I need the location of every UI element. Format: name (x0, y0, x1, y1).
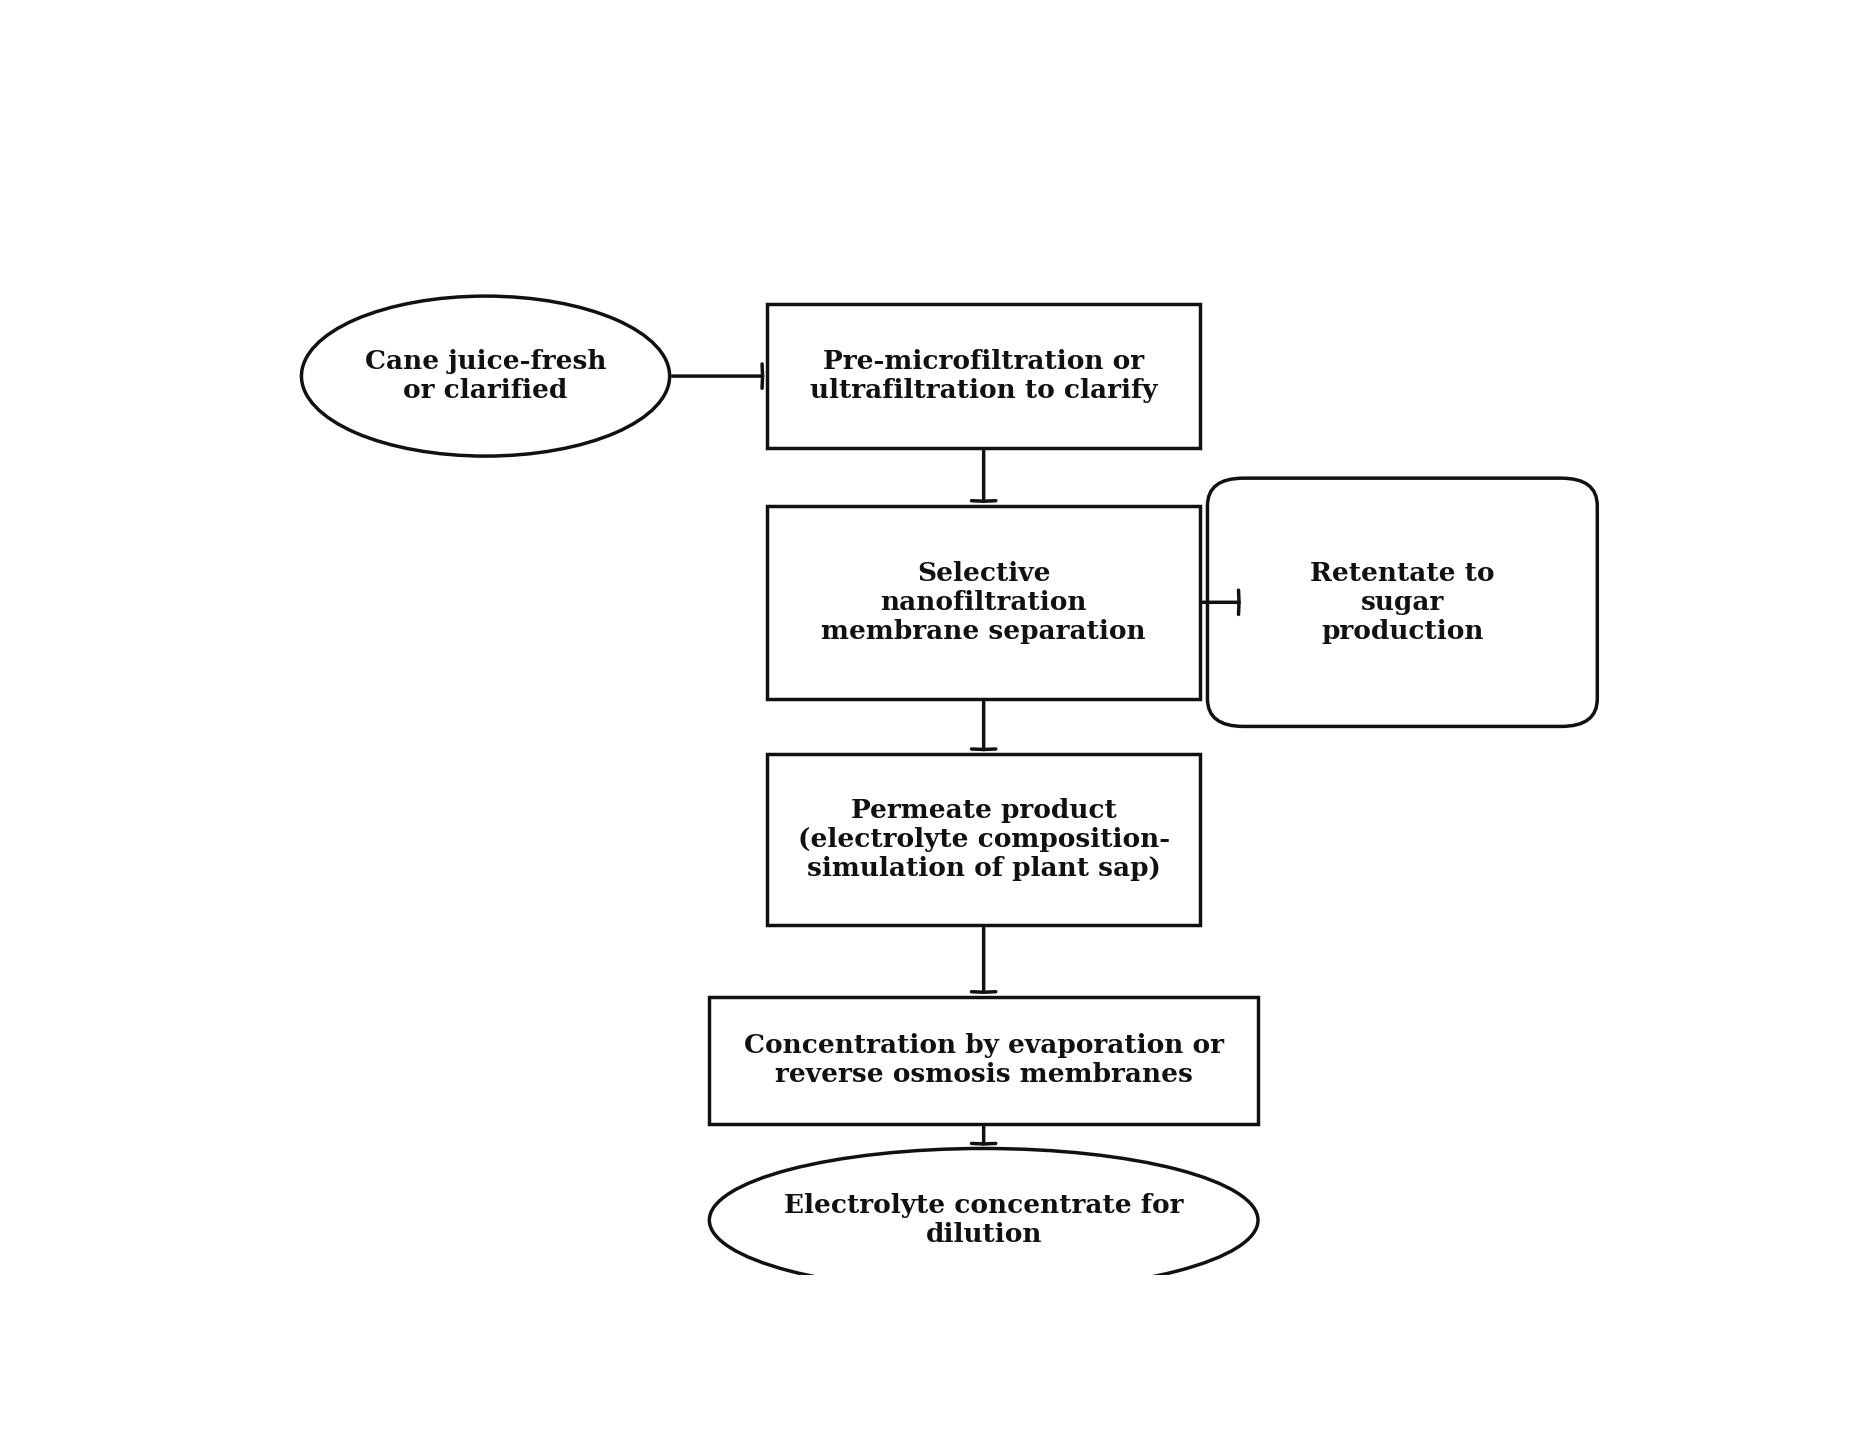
Text: Permeate product
(electrolyte composition-
simulation of plant sap): Permeate product (electrolyte compositio… (797, 798, 1170, 881)
Text: Cane juice-fresh
or clarified: Cane juice-fresh or clarified (365, 350, 605, 403)
FancyBboxPatch shape (768, 506, 1200, 699)
FancyBboxPatch shape (1207, 479, 1597, 727)
Text: Concentration by evaporation or
reverse osmosis membranes: Concentration by evaporation or reverse … (743, 1033, 1224, 1088)
Text: Selective
nanofiltration
membrane separation: Selective nanofiltration membrane separa… (822, 560, 1146, 643)
FancyBboxPatch shape (768, 754, 1200, 926)
FancyBboxPatch shape (768, 304, 1200, 447)
Text: Electrolyte concentrate for
dilution: Electrolyte concentrate for dilution (784, 1194, 1183, 1247)
FancyBboxPatch shape (710, 997, 1258, 1123)
Text: Retentate to
sugar
production: Retentate to sugar production (1310, 560, 1494, 643)
Text: Pre-microfiltration or
ultrafiltration to clarify: Pre-microfiltration or ultrafiltration t… (810, 350, 1157, 403)
